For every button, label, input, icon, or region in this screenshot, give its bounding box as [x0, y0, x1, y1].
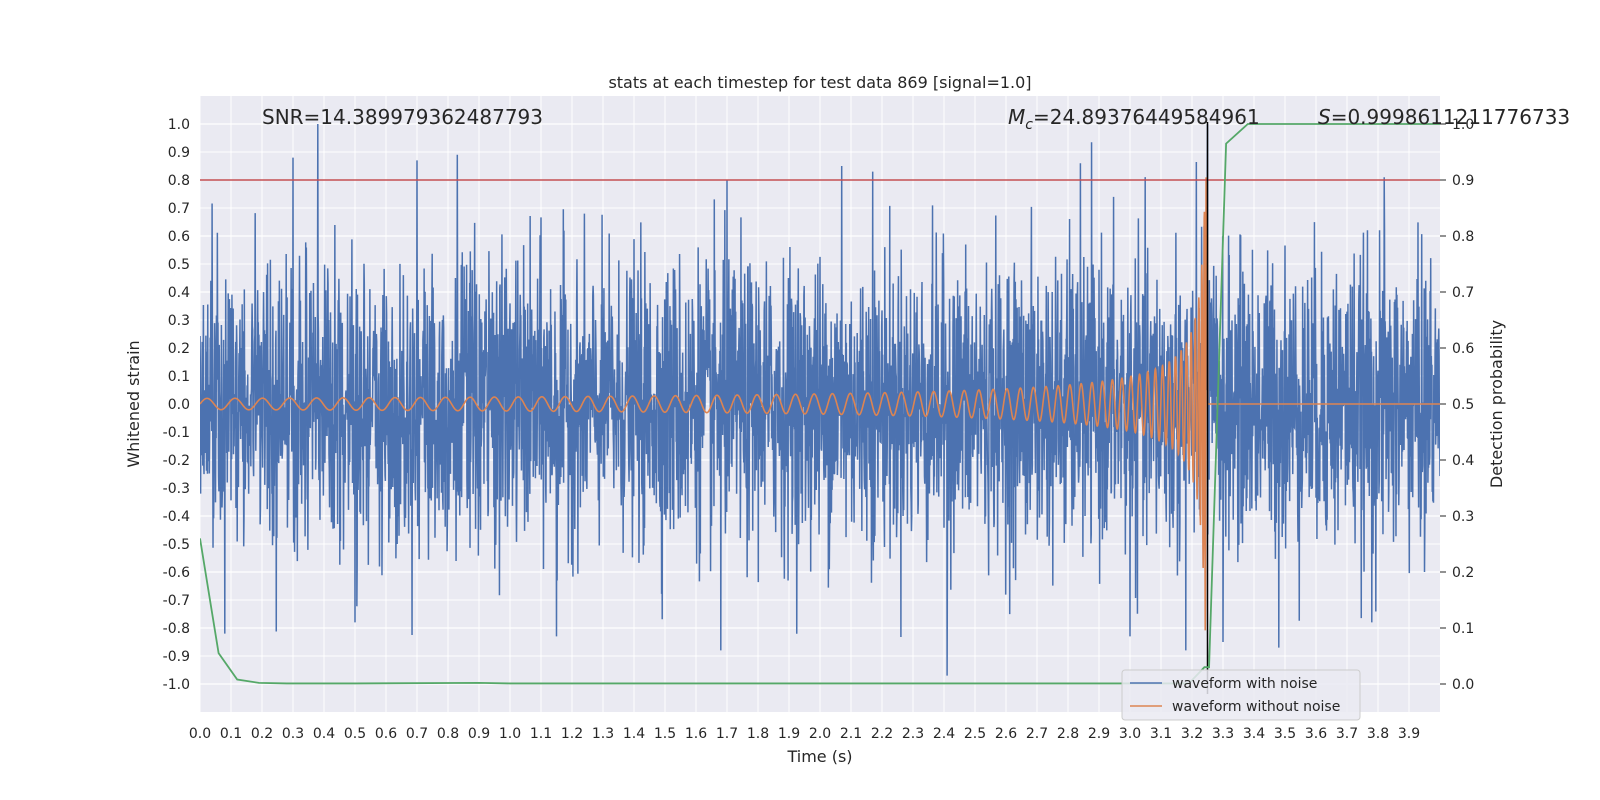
- y-tick-label: -0.9: [163, 649, 190, 665]
- x-tick-label: 2.7: [1026, 726, 1048, 742]
- legend: waveform with noise waveform without noi…: [1121, 669, 1361, 721]
- score-symbol: S: [1318, 105, 1331, 129]
- chirp-mass-annotation: Mc=24.89376449584961: [1008, 105, 1260, 133]
- x-tick-label: 2.6: [995, 726, 1017, 742]
- x-tick-label: 2.3: [902, 726, 924, 742]
- y-tick-label: -0.7: [163, 593, 190, 609]
- x-tick-label: 2.2: [871, 726, 893, 742]
- x-tick-label: 2.5: [964, 726, 986, 742]
- y-axis-label: Whitened strain: [124, 340, 143, 467]
- chart-title: stats at each timestep for test data 869…: [608, 73, 1031, 92]
- x-tick-label: 3.9: [1398, 726, 1420, 742]
- x-tick-label: 3.6: [1305, 726, 1327, 742]
- x-tick-label: 0.2: [251, 726, 273, 742]
- y2-tick-labels: 1.0 0.9 0.8 0.7 0.6 0.5 0.4 0.3 0.2 0.1 0.0: [1440, 117, 1474, 693]
- chirp-mass-value: =24.89376449584961: [1033, 105, 1260, 129]
- series-line-clean: [200, 177, 1440, 631]
- x-tick-label: 2.1: [840, 726, 862, 742]
- y-tick-label: -0.6: [163, 565, 190, 581]
- x-tick-label: 1.3: [592, 726, 614, 742]
- y-tick-labels: 1.0 0.9 0.8 0.7 0.6 0.5 0.4 0.3 0.2 0.1 0.0 -0.1 -0.…: [163, 117, 190, 693]
- x-tick-label: 3.2: [1181, 726, 1203, 742]
- x-tick-label: 3.4: [1243, 726, 1265, 742]
- x-tick-labels: 0.0 0.1 0.2 0.3 0.4 0.5 0.6 0.7 0.8 0.9 1.0 1.1 1.2 1…: [189, 726, 1420, 742]
- x-tick-label: 3.3: [1212, 726, 1234, 742]
- x-tick-label: 1.5: [654, 726, 676, 742]
- legend-label-noise: waveform with noise: [1172, 676, 1317, 692]
- x-tick-label: 1.0: [499, 726, 521, 742]
- x-tick-label: 1.1: [530, 726, 552, 742]
- y2-tick-label: 0.0: [1452, 677, 1474, 693]
- score-annotation: S=0.9998611211776733: [1318, 105, 1570, 129]
- y-tick-label: 0.1: [168, 369, 190, 385]
- y-tick-label: 0.0: [168, 397, 190, 413]
- snr-annotation: SNR=14.389979362487793: [262, 105, 543, 129]
- x-tick-label: 3.8: [1367, 726, 1389, 742]
- y-tick-label: -0.2: [163, 453, 190, 469]
- y-tick-label: 0.2: [168, 341, 190, 357]
- y-tick-label: 0.4: [168, 285, 190, 301]
- y-tick-label: -0.3: [163, 481, 190, 497]
- y2-tick-label: 0.2: [1452, 565, 1474, 581]
- x-tick-label: 0.3: [282, 726, 304, 742]
- y2-axis-label: Detection probability: [1487, 320, 1506, 488]
- y-tick-label: 1.0: [168, 117, 190, 133]
- x-tick-label: 2.8: [1057, 726, 1079, 742]
- y-tick-label: 0.8: [168, 173, 190, 189]
- y2-tick-label: 1.0: [1452, 117, 1474, 133]
- y-tick-label: 0.5: [168, 257, 190, 273]
- x-tick-label: 0.1: [220, 726, 242, 742]
- x-tick-label: 0.9: [468, 726, 490, 742]
- x-tick-label: 3.1: [1150, 726, 1172, 742]
- y-tick-label: -0.8: [163, 621, 190, 637]
- y-tick-label: -0.5: [163, 537, 190, 553]
- legend-box: [1121, 669, 1361, 721]
- x-tick-label: 1.7: [716, 726, 738, 742]
- x-tick-label: 0.4: [313, 726, 335, 742]
- chirp-mass-subscript: c: [1025, 117, 1033, 133]
- x-tick-label: 1.4: [623, 726, 645, 742]
- y2-tick-label: 0.4: [1452, 453, 1474, 469]
- y-tick-label: 0.7: [168, 201, 190, 217]
- x-axis-label: Time (s): [786, 747, 852, 766]
- y-tick-label: 0.3: [168, 313, 190, 329]
- y2-tick-label: 0.3: [1452, 509, 1474, 525]
- y-tick-label: -0.4: [163, 509, 190, 525]
- y2-tick-label: 0.1: [1452, 621, 1474, 637]
- y-tick-label: 0.9: [168, 145, 190, 161]
- y-tick-label: -0.1: [163, 425, 190, 441]
- x-tick-label: 2.9: [1088, 726, 1110, 742]
- x-tick-label: 1.2: [561, 726, 583, 742]
- x-tick-label: 3.0: [1119, 726, 1141, 742]
- x-tick-label: 1.8: [747, 726, 769, 742]
- chirp-mass-symbol: M: [1008, 105, 1025, 129]
- legend-label-clean: waveform without noise: [1172, 699, 1340, 715]
- x-tick-label: 0.6: [375, 726, 397, 742]
- x-tick-label: 2.0: [809, 726, 831, 742]
- x-tick-label: 1.6: [685, 726, 707, 742]
- x-tick-label: 0.8: [437, 726, 459, 742]
- x-tick-label: 0.5: [344, 726, 366, 742]
- x-tick-label: 2.4: [933, 726, 955, 742]
- series-layer: [200, 122, 1440, 694]
- y2-tick-label: 0.5: [1452, 397, 1474, 413]
- y2-tick-label: 0.9: [1452, 173, 1474, 189]
- y2-tick-label: 0.6: [1452, 341, 1474, 357]
- x-tick-label: 1.9: [778, 726, 800, 742]
- x-tick-label: 0.7: [406, 726, 428, 742]
- series-line-noise: [200, 123, 1440, 676]
- series-line-probability: [200, 123, 1440, 685]
- y-tick-label: 0.6: [168, 229, 190, 245]
- y-tick-label: -1.0: [163, 677, 190, 693]
- score-value: =0.9998611211776733: [1331, 105, 1570, 129]
- y2-tick-label: 0.8: [1452, 229, 1474, 245]
- y2-tick-label: 0.7: [1452, 285, 1474, 301]
- x-tick-label: 3.7: [1336, 726, 1358, 742]
- x-tick-label: 0.0: [189, 726, 211, 742]
- x-tick-label: 3.5: [1274, 726, 1296, 742]
